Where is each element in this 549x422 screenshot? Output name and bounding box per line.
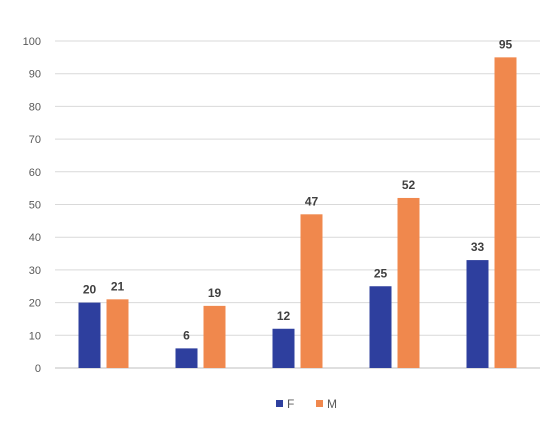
legend-label-m: M — [327, 397, 337, 411]
data-labels: 20 6 12 25 33 21 19 47 52 95 — [83, 37, 513, 342]
data-label-f-3: 12 — [277, 309, 291, 323]
y-tick-label: 60 — [29, 167, 41, 179]
bars — [78, 57, 517, 368]
bar-m-1 — [106, 299, 129, 368]
y-tick-label: 20 — [29, 298, 41, 310]
legend-swatch-m — [316, 400, 323, 407]
data-label-f-2: 6 — [183, 328, 190, 342]
y-tick-label: 100 — [23, 36, 41, 48]
bar-f-5 — [466, 260, 489, 368]
legend-label-f: F — [287, 397, 294, 411]
bar-m-2 — [203, 305, 226, 368]
data-label-m-5: 95 — [499, 37, 513, 51]
gridlines — [55, 40, 540, 369]
y-tick-label: 50 — [29, 200, 41, 212]
bar-f-3 — [272, 328, 295, 368]
y-tick-label: 70 — [29, 134, 41, 146]
bar-f-4 — [369, 286, 392, 368]
bar-f-1 — [78, 302, 101, 368]
y-tick-label: 90 — [29, 69, 41, 81]
y-tick-label: 30 — [29, 265, 41, 277]
data-label-f-4: 25 — [374, 266, 388, 280]
data-label-f-1: 20 — [83, 283, 97, 297]
y-tick-label: 10 — [29, 330, 41, 342]
y-axis-ticks: 0 10 20 30 40 50 60 70 80 90 100 — [23, 36, 41, 375]
data-label-f-5: 33 — [471, 240, 485, 254]
bar-m-5 — [494, 57, 517, 368]
bar-f-2 — [175, 348, 198, 368]
data-label-m-3: 47 — [305, 194, 319, 208]
y-tick-label: 40 — [29, 232, 41, 244]
legend-swatch-f — [276, 400, 283, 407]
data-label-m-1: 21 — [111, 279, 125, 293]
y-tick-label: 80 — [29, 101, 41, 113]
y-tick-label: 0 — [35, 363, 41, 375]
bar-m-3 — [300, 214, 323, 368]
bar-m-4 — [397, 197, 420, 368]
data-label-m-2: 19 — [208, 286, 222, 300]
data-label-m-4: 52 — [402, 178, 416, 192]
